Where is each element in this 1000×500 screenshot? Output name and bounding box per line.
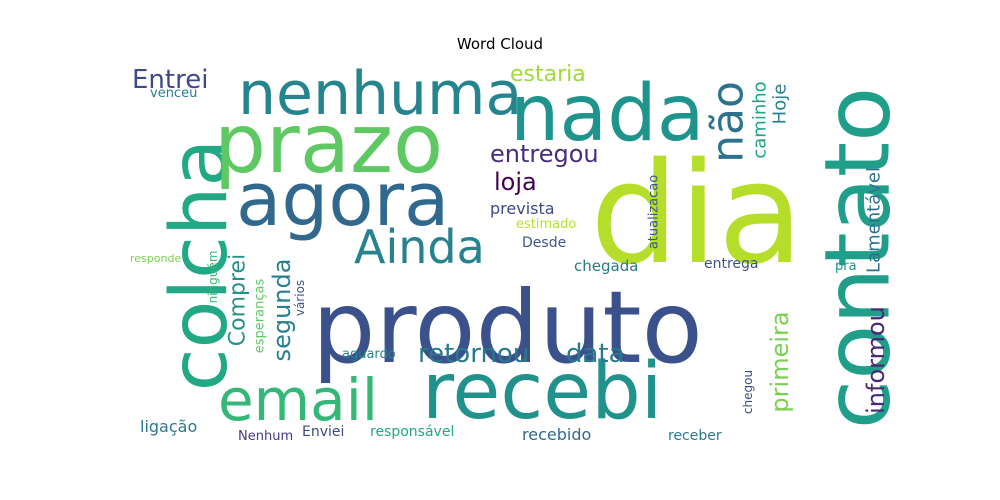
word-36: atualizacao <box>647 175 662 249</box>
word-42: venceu <box>150 86 197 101</box>
word-25: prevista <box>490 199 555 218</box>
word-4: prazo <box>214 97 443 192</box>
word-3: colcha <box>155 139 245 391</box>
word-27: ligação <box>140 417 197 436</box>
word-31: aguardo <box>342 347 396 362</box>
word-44: responde <box>130 252 181 265</box>
word-9: email <box>218 366 378 434</box>
word-16: Entrei <box>132 65 208 95</box>
word-2: contato <box>806 87 911 429</box>
word-5: nada <box>510 69 705 159</box>
chart-title: Word Cloud <box>456 35 544 53</box>
word-24: Lamentável <box>864 167 885 273</box>
word-21: Comprei <box>226 254 251 346</box>
word-38: vários <box>293 280 307 316</box>
word-23: Hoje <box>770 84 791 125</box>
word-26: recebido <box>522 425 591 444</box>
word-41: chegou <box>741 370 755 414</box>
word-19: primeira <box>766 311 794 412</box>
word-43: pra <box>835 259 857 274</box>
word-6: recebi <box>422 347 662 437</box>
word-22: caminho <box>750 81 771 158</box>
word-13: data <box>566 339 625 369</box>
word-10: Ainda <box>354 220 485 274</box>
word-14: entregou <box>490 140 599 168</box>
word-1: produto <box>312 269 703 386</box>
word-20: segunda <box>268 259 296 362</box>
word-39: esperanças <box>253 279 268 354</box>
word-35: receber <box>668 428 722 444</box>
word-28: chegada <box>574 257 638 275</box>
word-17: estaria <box>510 62 586 87</box>
word-11: não <box>703 81 754 163</box>
word-18: informou <box>862 306 890 414</box>
word-0: dia <box>590 133 804 296</box>
word-40: ninguém <box>206 251 220 304</box>
word-7: agora <box>236 157 449 243</box>
word-30: Desde <box>522 235 566 251</box>
word-33: Enviei <box>302 424 344 440</box>
word-15: loja <box>494 168 537 196</box>
word-32: Nenhum <box>238 429 293 444</box>
word-29: entrega <box>704 256 759 272</box>
word-8: nenhuma <box>238 59 522 129</box>
word-12: retornou <box>418 339 529 369</box>
word-37: estimado <box>516 217 576 232</box>
word-34: responsável <box>370 424 454 440</box>
